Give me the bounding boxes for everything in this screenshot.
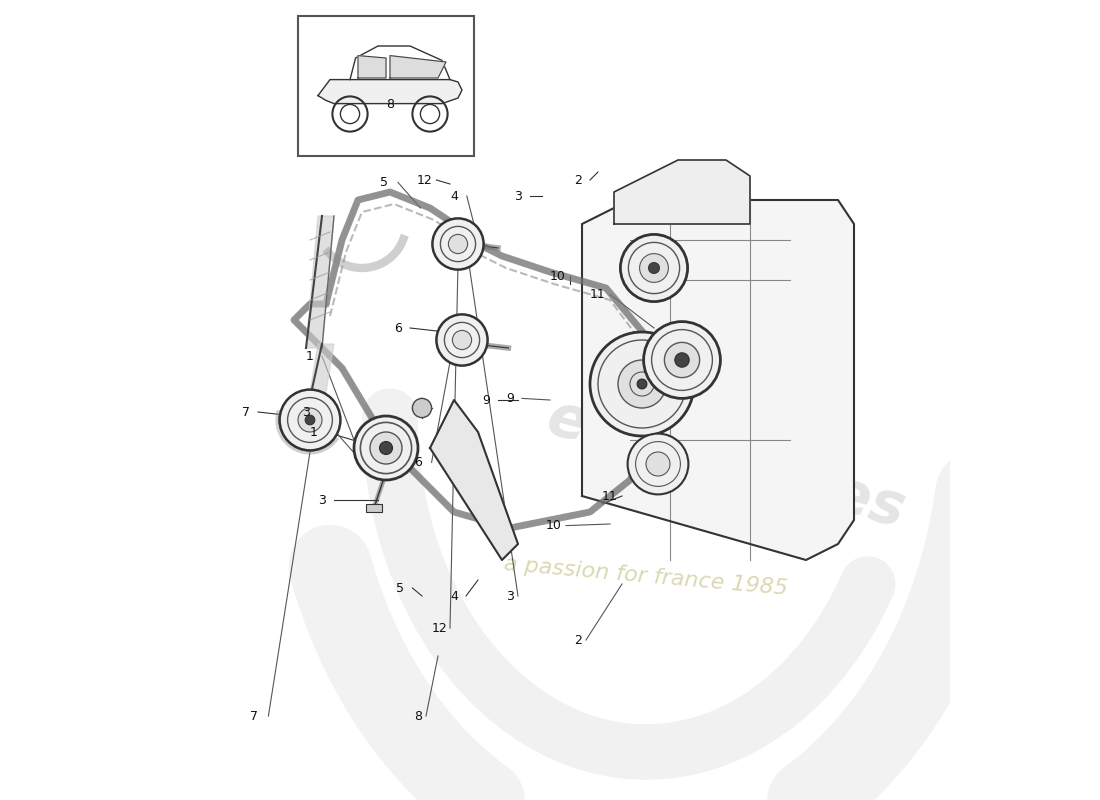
Text: 10: 10 [546,519,562,532]
Text: 9: 9 [482,394,490,406]
Text: 3: 3 [318,494,326,506]
Bar [298,16,474,156]
Text: 8: 8 [386,98,394,110]
Text: eurospares: eurospares [540,389,912,539]
Polygon shape [582,200,854,560]
Polygon shape [358,56,386,78]
Circle shape [590,332,694,436]
Polygon shape [306,216,334,348]
Circle shape [646,452,670,476]
Polygon shape [614,160,750,224]
Text: 11: 11 [602,490,618,502]
Text: a passion for france 1985: a passion for france 1985 [503,554,789,598]
Polygon shape [430,400,518,560]
Circle shape [628,434,689,494]
Text: 3: 3 [506,590,514,602]
Circle shape [639,254,669,282]
Circle shape [370,432,402,464]
Circle shape [379,442,393,454]
Polygon shape [306,344,334,416]
Circle shape [449,234,468,254]
Circle shape [452,330,472,350]
Circle shape [354,416,418,480]
Circle shape [664,342,700,378]
Text: 4: 4 [450,590,458,602]
Circle shape [674,353,690,367]
Text: 2: 2 [574,174,582,186]
Text: 1: 1 [306,350,313,362]
Polygon shape [318,80,462,104]
Text: 8: 8 [414,710,422,722]
Circle shape [437,314,487,366]
Text: 12: 12 [417,174,432,186]
Circle shape [618,360,666,408]
Circle shape [648,262,660,274]
Circle shape [279,390,340,450]
Circle shape [644,322,721,398]
Text: 6: 6 [414,456,422,469]
Text: 10: 10 [550,270,565,282]
Text: 5: 5 [381,176,388,189]
Circle shape [432,218,484,270]
Text: 1: 1 [310,426,318,438]
Text: 7: 7 [250,710,258,722]
Circle shape [637,379,647,389]
Text: 2: 2 [574,634,582,646]
Bar [366,504,382,512]
Circle shape [412,398,431,418]
Text: 9: 9 [506,392,514,405]
Text: 6: 6 [394,322,402,334]
Text: 3: 3 [302,406,310,418]
Text: 3: 3 [514,190,521,202]
Text: 4: 4 [450,190,458,202]
Text: 5: 5 [396,582,405,594]
Text: 7: 7 [242,406,250,418]
Circle shape [620,234,688,302]
Text: 12: 12 [431,622,448,634]
Circle shape [305,415,315,425]
Text: 11: 11 [590,288,606,301]
Polygon shape [390,56,446,78]
Circle shape [298,408,322,432]
